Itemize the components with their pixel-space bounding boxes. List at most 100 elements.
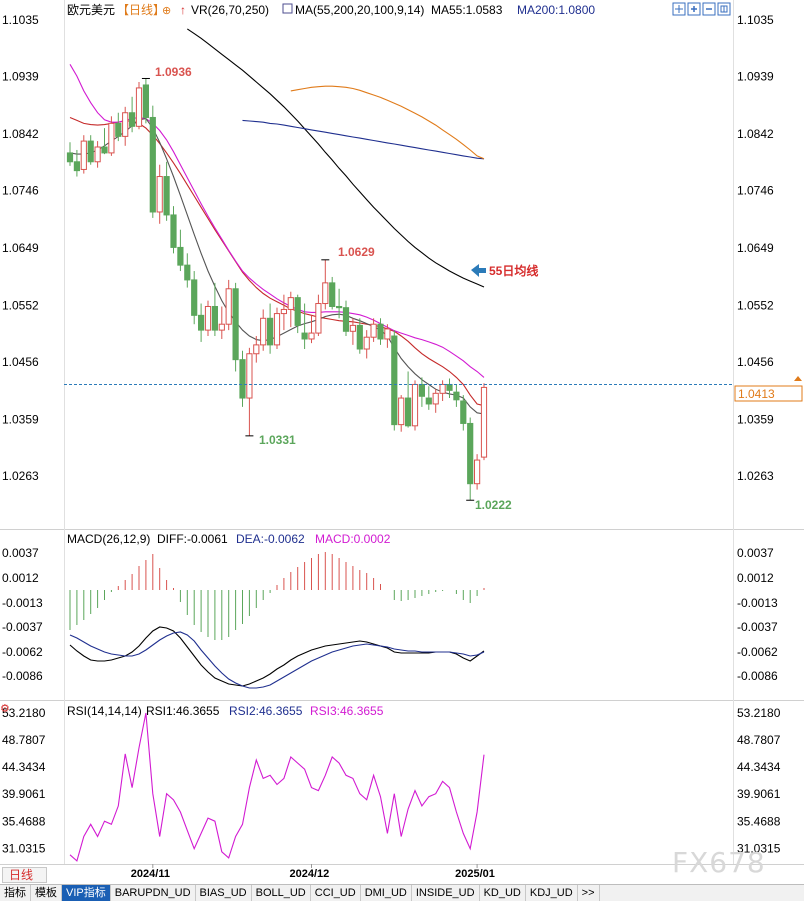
candle xyxy=(294,294,301,334)
y-tick-left: 1.0456 xyxy=(2,355,39,369)
move-tool-icon[interactable] xyxy=(672,2,686,16)
layout-icon[interactable] xyxy=(717,2,731,16)
macd-y-tick-left: 0.0012 xyxy=(2,571,39,585)
period-tag: 【日线】 xyxy=(117,3,165,17)
candle-body xyxy=(418,383,425,397)
candle-body xyxy=(336,305,343,309)
candle-body xyxy=(73,161,81,172)
zoom-in-icon[interactable] xyxy=(687,2,701,16)
candle-body xyxy=(280,308,287,315)
candle-body xyxy=(377,323,384,340)
candle xyxy=(239,350,246,407)
zoom-out-icon[interactable] xyxy=(702,2,716,16)
candle-body xyxy=(329,282,336,307)
ma-line-ma55 xyxy=(186,28,485,288)
candle xyxy=(218,306,225,339)
candle xyxy=(432,389,439,413)
candle xyxy=(232,282,239,372)
candle-body xyxy=(308,332,315,340)
rsi-y-tick-right: 48.7807 xyxy=(737,733,781,747)
tab-vip-indicator[interactable]: VIP指标 xyxy=(62,885,111,901)
tab-indicator[interactable]: 指标 xyxy=(0,885,31,901)
tab-cci[interactable]: CCI_UD xyxy=(311,885,361,901)
candle-body xyxy=(342,307,350,332)
tab-barupdn[interactable]: BARUPDN_UD xyxy=(111,885,196,901)
settings-icon[interactable]: ⊕ xyxy=(162,5,171,17)
candle-body xyxy=(149,116,156,213)
ma200-label: MA200:1.0800 xyxy=(517,3,595,17)
watermark: FX678 xyxy=(672,846,766,879)
candle xyxy=(322,259,329,310)
current-price-label: 1.0413 xyxy=(738,387,775,401)
macd-y-tick-right: -0.0013 xyxy=(737,596,778,610)
candle-body xyxy=(453,391,460,401)
tab-dmi[interactable]: DMI_UD xyxy=(361,885,412,901)
ma-swatch-icon xyxy=(282,3,293,14)
tab-boll[interactable]: BOLL_UD xyxy=(252,885,311,901)
candle xyxy=(204,300,212,337)
candle-body xyxy=(356,324,363,350)
candle xyxy=(356,318,363,354)
candle xyxy=(398,395,405,432)
candle-body xyxy=(294,297,301,326)
rsi-line xyxy=(69,712,485,862)
indicator-tab-bar: 指标 模板 VIP指标 BARUPDN_UD BIAS_UD BOLL_UD C… xyxy=(0,884,804,901)
tab-bias[interactable]: BIAS_UD xyxy=(196,885,252,901)
candle-body xyxy=(405,397,412,427)
candle-body xyxy=(315,303,322,334)
period-button[interactable]: 日线 xyxy=(2,867,47,883)
ma-label: MA(55,200,20,100,9,14) xyxy=(295,3,424,17)
y-tick-right: 1.0359 xyxy=(737,412,774,426)
x-tick-label: 2024/11 xyxy=(131,868,170,880)
macd-dea-line xyxy=(69,631,485,689)
low-annotation-2: 1.0222 xyxy=(475,498,512,512)
macd-title: MACD(26,12,9) xyxy=(67,532,150,546)
rsi2-label: RSI2:46.3655 xyxy=(229,704,303,718)
candle xyxy=(122,106,129,146)
tab-kdj[interactable]: KDJ_UD xyxy=(526,885,578,901)
candle xyxy=(94,141,101,168)
tab-more[interactable]: >> xyxy=(578,885,600,901)
tab-template[interactable]: 模板 xyxy=(31,885,62,901)
y-tick-left: 1.0649 xyxy=(2,241,39,255)
candle-body xyxy=(101,146,108,154)
candle-body xyxy=(108,122,115,154)
candle-body xyxy=(267,317,274,346)
y-tick-left: 1.0552 xyxy=(2,298,39,312)
tab-inside[interactable]: INSIDE_UD xyxy=(412,885,480,901)
candle-body xyxy=(391,335,398,426)
y-tick-right: 1.0746 xyxy=(737,184,774,198)
candle xyxy=(211,282,219,337)
ma55-label: MA55:1.0583 xyxy=(431,3,503,17)
candle-body xyxy=(211,305,219,331)
candle-body xyxy=(425,397,432,405)
candle xyxy=(384,324,391,348)
vr-label: VR(26,70,250) xyxy=(191,3,269,17)
candle-body xyxy=(66,152,74,163)
tab-kd[interactable]: KD_UD xyxy=(480,885,526,901)
macd-diff-line xyxy=(69,626,485,687)
candle-body xyxy=(246,353,253,399)
candle-body xyxy=(156,176,163,213)
candle xyxy=(370,318,377,342)
candle-body xyxy=(191,279,198,316)
candle xyxy=(225,279,232,331)
candle xyxy=(101,128,108,155)
macd-dea-label: DEA:-0.0062 xyxy=(236,532,305,546)
macd-y-tick-left: -0.0013 xyxy=(2,596,43,610)
candle xyxy=(439,380,446,401)
candle xyxy=(184,253,191,288)
rsi-settings-icon[interactable]: ⚙ xyxy=(0,703,10,715)
candle xyxy=(267,303,274,354)
candle xyxy=(467,417,474,501)
candle-body xyxy=(115,122,122,137)
rsi-y-tick-left: 53.2180 xyxy=(2,706,46,720)
candle-body xyxy=(467,422,474,485)
candle xyxy=(156,164,163,224)
candle-body xyxy=(94,146,101,163)
candle xyxy=(149,105,156,218)
candle-body xyxy=(204,305,212,331)
candle-body xyxy=(122,112,129,137)
candle xyxy=(377,318,384,345)
y-tick-right: 1.0456 xyxy=(737,355,774,369)
